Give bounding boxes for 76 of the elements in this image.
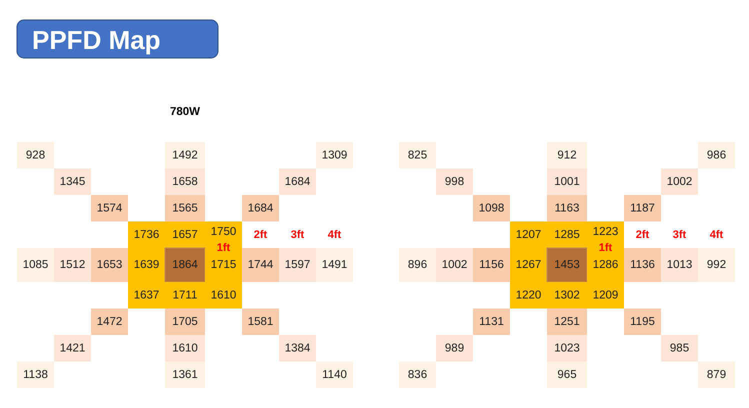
data-label: 1302 bbox=[554, 289, 580, 302]
data-label: 1131 bbox=[479, 316, 504, 328]
data-label: 825 bbox=[408, 149, 428, 162]
data-label: 1684 bbox=[284, 176, 311, 188]
text: 1ft bbox=[216, 242, 231, 254]
text: 2ft bbox=[254, 229, 268, 241]
data-label: 1744 bbox=[248, 259, 274, 271]
data-label: 986 bbox=[706, 149, 726, 162]
data-label: 1098 bbox=[478, 202, 504, 214]
data-label: 1472 bbox=[96, 316, 122, 328]
data-label: 1653 bbox=[96, 259, 122, 271]
text: 3ft bbox=[290, 229, 305, 241]
data-label: 1705 bbox=[172, 316, 198, 328]
data-label: 1138 bbox=[23, 368, 48, 381]
data-label: 989 bbox=[444, 342, 464, 354]
data-label: 1736 bbox=[134, 228, 160, 241]
data-label: 1610 bbox=[172, 342, 198, 354]
data-label: 1512 bbox=[60, 259, 86, 271]
data-label: 1251 bbox=[554, 316, 580, 328]
data-label: 1195 bbox=[630, 316, 655, 328]
data-label: 1002 bbox=[666, 176, 692, 188]
data-label: 1136 bbox=[630, 259, 655, 271]
text: 4ft bbox=[710, 229, 724, 241]
data-label: 1001 bbox=[554, 176, 580, 188]
data-label: 1309 bbox=[322, 149, 348, 162]
data-label: 1492 bbox=[172, 149, 198, 162]
data-label: 1491 bbox=[322, 259, 348, 271]
data-label: 1565 bbox=[172, 202, 198, 214]
data-label: 1597 bbox=[284, 259, 310, 271]
data-label: 836 bbox=[408, 368, 428, 381]
data-label: 1002 bbox=[442, 259, 468, 271]
text: 780W bbox=[170, 106, 200, 118]
data-label: 1187 bbox=[630, 202, 655, 214]
data-label: 998 bbox=[444, 176, 464, 188]
data-label: 1453 bbox=[554, 259, 580, 271]
data-label: 928 bbox=[26, 149, 46, 162]
data-label: 1223 bbox=[592, 226, 618, 238]
data-label: 992 bbox=[706, 259, 726, 271]
data-label: 1140 bbox=[322, 368, 347, 381]
data-label: 1267 bbox=[516, 259, 542, 271]
data-label: 896 bbox=[408, 259, 428, 271]
data-label: 1639 bbox=[134, 259, 160, 271]
data-label: 1361 bbox=[172, 368, 198, 381]
text: 1ft bbox=[598, 242, 613, 254]
data-label: 965 bbox=[557, 368, 577, 381]
text: 3ft bbox=[672, 229, 687, 241]
data-label: 1864 bbox=[172, 259, 198, 271]
data-label: 1209 bbox=[592, 289, 618, 302]
data-label: 1207 bbox=[516, 228, 542, 241]
data-label: 1163 bbox=[554, 202, 580, 214]
data-label: 1384 bbox=[284, 342, 311, 354]
data-label: 1574 bbox=[96, 202, 123, 214]
data-label: 1286 bbox=[592, 259, 618, 271]
data-label: 1637 bbox=[134, 289, 160, 302]
data-label: 1610 bbox=[210, 289, 236, 302]
data-label: 1421 bbox=[60, 342, 86, 354]
data-label: 1684 bbox=[248, 202, 274, 214]
data-label: 1085 bbox=[22, 259, 48, 271]
data-label: 1156 bbox=[479, 259, 504, 271]
data-label: 1285 bbox=[554, 228, 580, 241]
data-label: 1013 bbox=[666, 259, 692, 271]
data-label: 1750 bbox=[210, 226, 236, 238]
data-label: 1345 bbox=[60, 176, 86, 188]
data-label: 1023 bbox=[554, 342, 580, 354]
data-label: 1711 bbox=[172, 289, 198, 302]
data-label: 912 bbox=[557, 149, 577, 162]
text: 2ft bbox=[636, 229, 650, 241]
data-label: 1715 bbox=[210, 259, 236, 271]
data-label: 1581 bbox=[248, 316, 274, 328]
data-label: 1658 bbox=[172, 176, 198, 188]
text: PPFD Map bbox=[32, 25, 161, 55]
data-label: 1220 bbox=[516, 289, 542, 302]
data-label: 879 bbox=[706, 368, 726, 381]
text: 4ft bbox=[328, 229, 342, 241]
data-label: 1657 bbox=[172, 228, 198, 241]
data-label: 985 bbox=[670, 342, 690, 354]
